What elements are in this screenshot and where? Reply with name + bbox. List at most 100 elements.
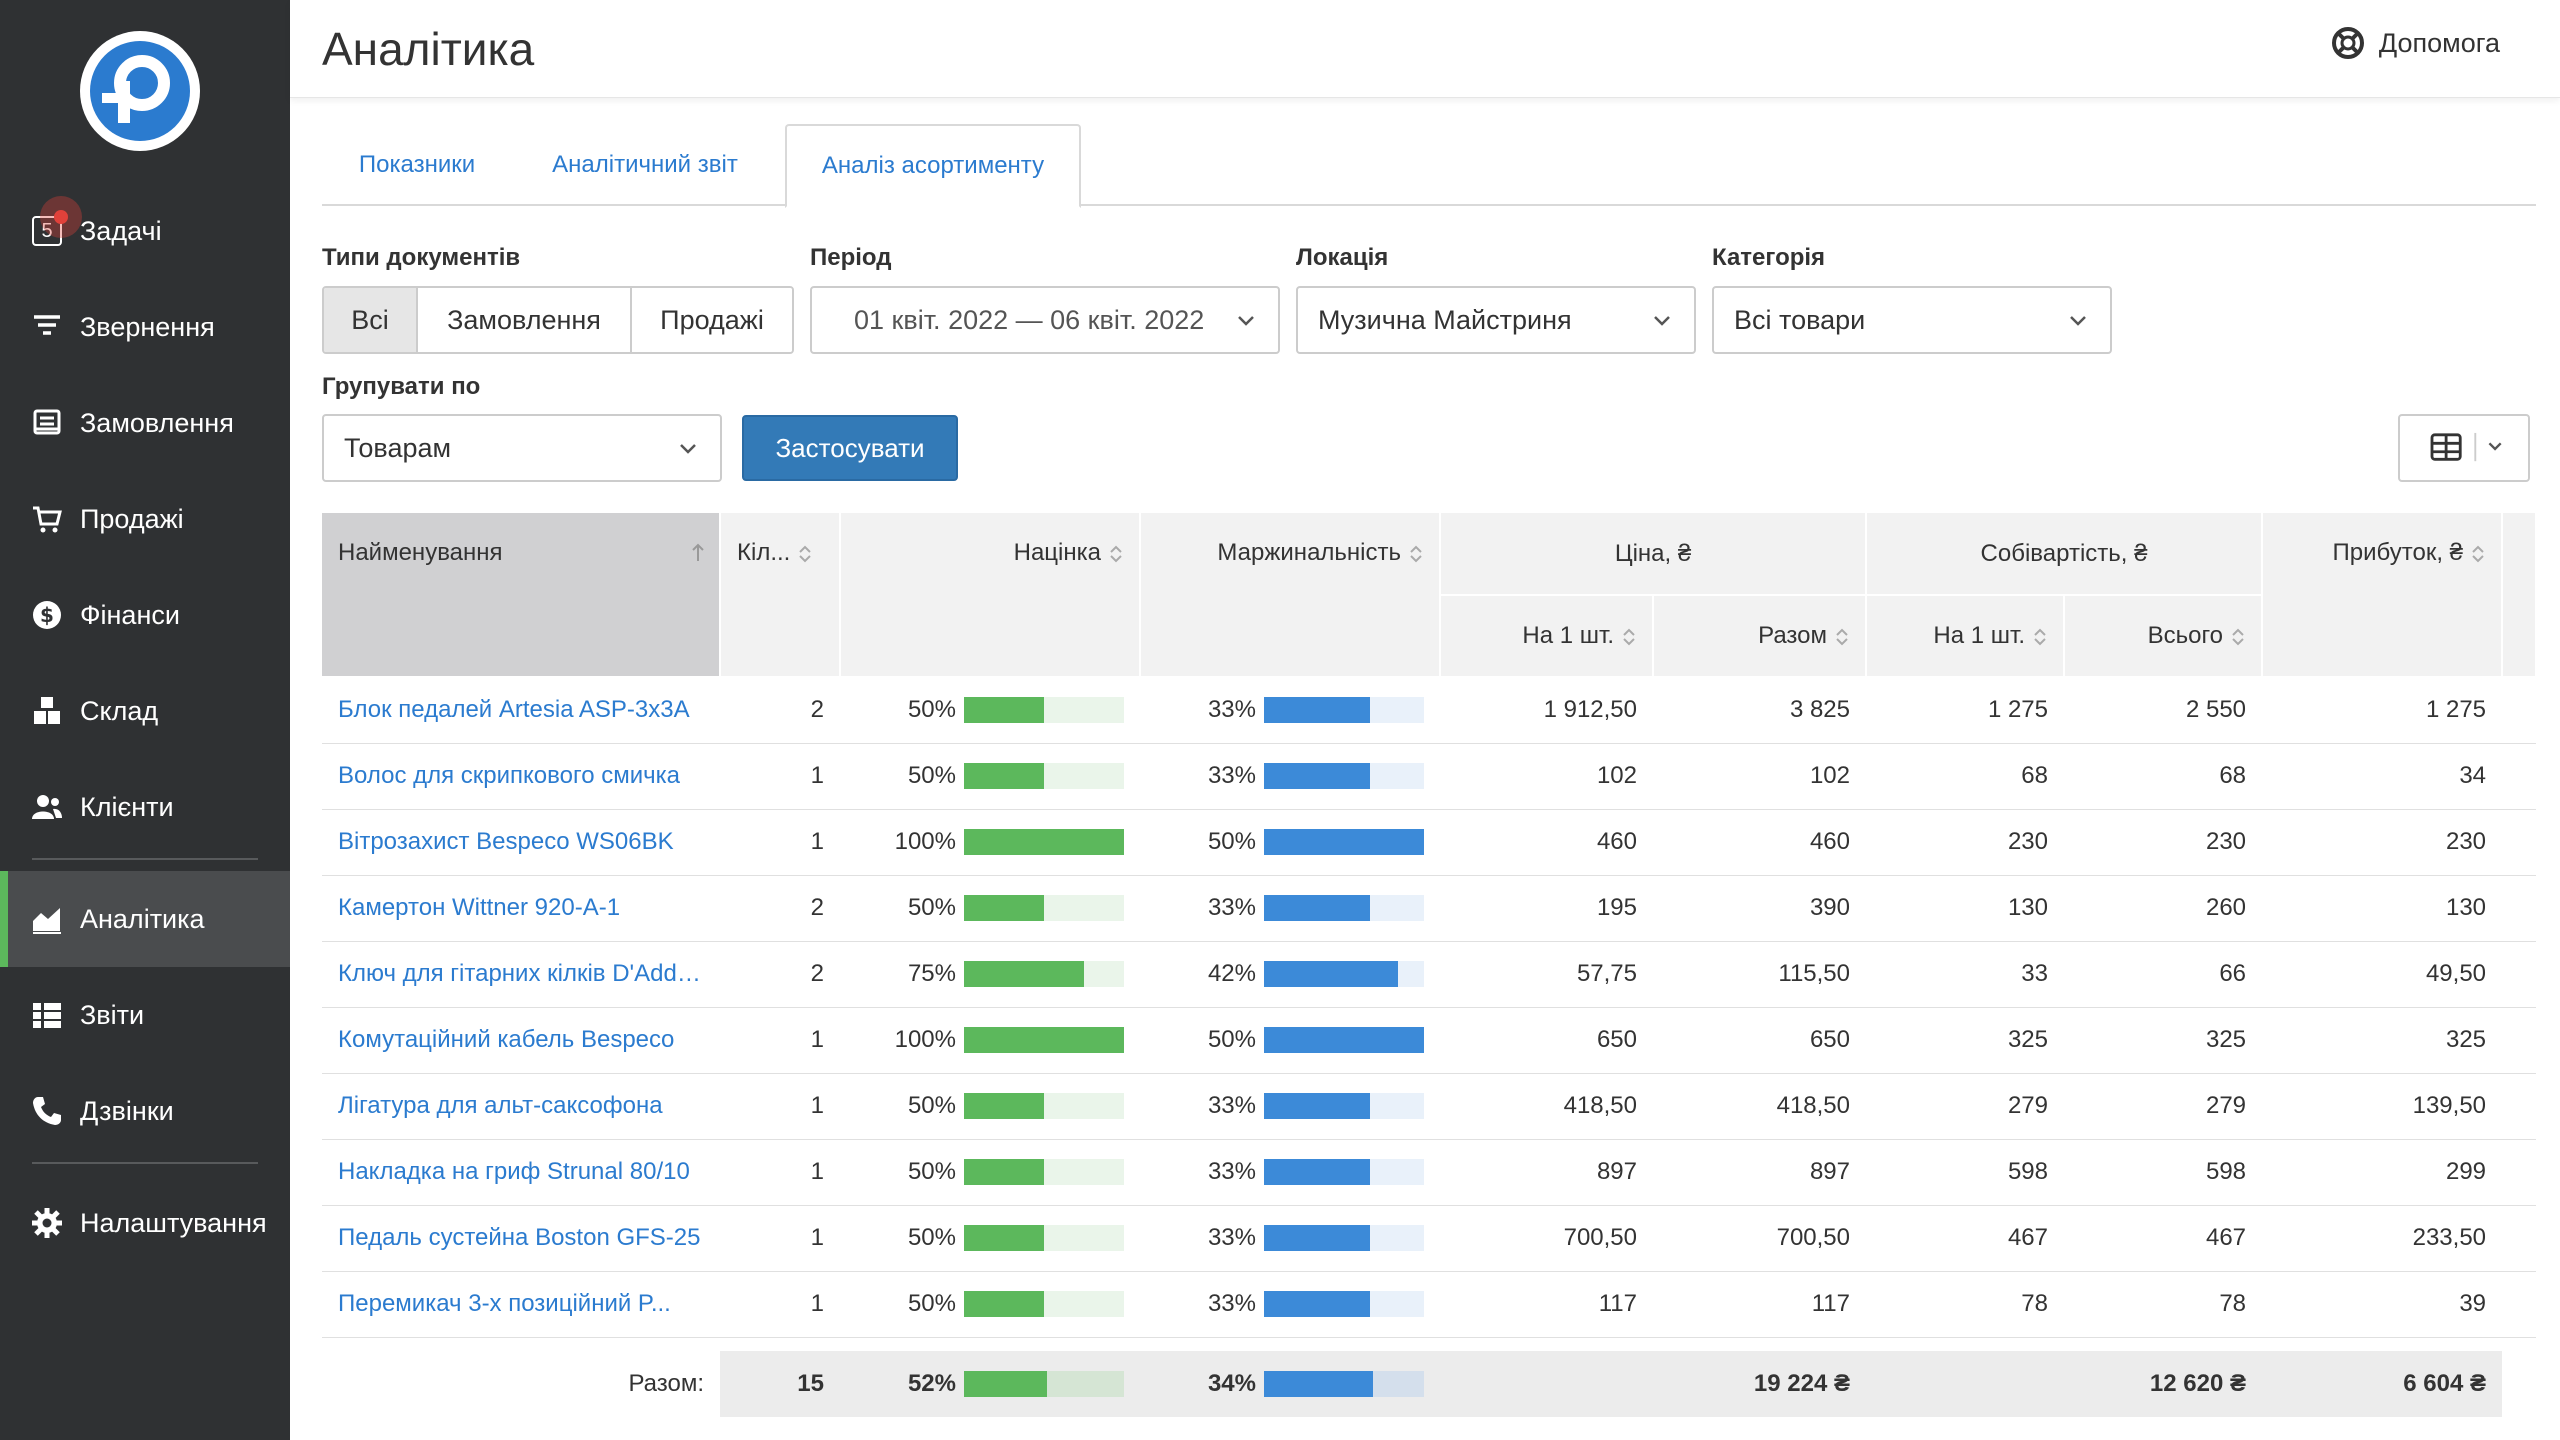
sidebar-item-label: Замовлення (80, 407, 234, 438)
sidebar-item-5[interactable]: Склад (0, 663, 290, 759)
col-price-unit-label: На 1 шт. (1522, 622, 1614, 649)
cell-price-unit: 57,75 (1440, 941, 1653, 1008)
cell-price-total: 897 (1653, 1139, 1866, 1206)
sidebar-item-1[interactable]: Звернення (0, 279, 290, 375)
cell-price-unit: 650 (1440, 1007, 1653, 1074)
cell-name: Блок педалей Artesia ASP-3x3A (322, 677, 720, 744)
cell-cost-total: 325 (2064, 1007, 2263, 1074)
percent-bar-fill (1264, 1225, 1370, 1251)
cell-cost-unit: 230 (1866, 809, 2064, 876)
col-price-total-header[interactable]: Разом (1653, 595, 1867, 678)
filter-icon (30, 310, 64, 344)
cell-qty: 1 (720, 809, 840, 876)
percent-value: 50% (907, 1158, 956, 1185)
location-select[interactable]: Музична Майстриня (1296, 286, 1696, 354)
product-link[interactable]: Педаль сустейна Boston GFS-25 (338, 1224, 701, 1251)
chevron-down-icon (2070, 316, 2086, 326)
cell-spacer (2502, 809, 2537, 876)
percent-value: 33% (1207, 894, 1256, 921)
product-link[interactable]: Ключ для гітарних кілків D'Addario (338, 960, 704, 987)
percent-bar (1264, 829, 1424, 855)
col-markup-header[interactable]: Націнка (840, 513, 1141, 678)
percent-bar-fill (1264, 763, 1370, 789)
cell-cost-total: 66 (2064, 941, 2263, 1008)
percent-bar (964, 1093, 1124, 1119)
sort-icon (1623, 628, 1635, 646)
doc-type-sales-button[interactable]: Продажі (632, 288, 792, 352)
table-row: Камертон Wittner 920-A-1 2 50% 33% 195 390 130… (322, 875, 2537, 942)
totals-profit: 6 604 ₴ (2262, 1351, 2503, 1417)
percent-bar (964, 1159, 1124, 1185)
percent-bar (1264, 697, 1424, 724)
sidebar-item-2[interactable]: Замовлення (0, 375, 290, 471)
product-link[interactable]: Камертон Wittner 920-A-1 (338, 894, 621, 921)
doc-type-orders-button[interactable]: Замовлення (418, 288, 632, 352)
sidebar-item-7[interactable]: Аналітика (0, 871, 290, 967)
percent-bar-fill (1264, 895, 1370, 921)
sidebar-item-9[interactable]: Дзвінки (0, 1063, 290, 1159)
col-qty-header[interactable]: Кіл... (720, 513, 841, 678)
sidebar-item-10[interactable]: Налаштування (0, 1175, 290, 1271)
tab-assortment-analysis[interactable]: Аналіз асортименту (785, 124, 1081, 208)
col-profit-label: Прибуток, ₴ (2332, 539, 2464, 566)
cell-markup: 50% (840, 1073, 1140, 1140)
users-icon (30, 790, 64, 824)
app-logo[interactable] (80, 31, 200, 151)
product-link[interactable]: Перемикач 3-х позиційний P... (338, 1290, 671, 1317)
product-link[interactable]: Волос для скрипкового смичка (338, 762, 681, 789)
sidebar-item-0[interactable]: 5 Задачі (0, 183, 290, 279)
col-price-unit-header[interactable]: На 1 шт. (1440, 595, 1654, 678)
sidebar-item-3[interactable]: Продажі (0, 471, 290, 567)
product-link[interactable]: Вітрозахист Bespeco WS06BK (338, 828, 674, 855)
cell-margin: 50% (1140, 1007, 1440, 1074)
cell-margin: 50% (1140, 809, 1440, 876)
percent-value: 33% (1207, 1092, 1256, 1119)
period-select[interactable]: 01 квіт. 2022 — 06 квіт. 2022 (810, 286, 1280, 354)
cell-profit: 139,50 (2262, 1073, 2503, 1140)
sidebar-item-4[interactable]: $ Фінанси (0, 567, 290, 663)
col-cost-total-header[interactable]: Всього (2064, 595, 2264, 678)
cell-price-unit: 1 912,50 (1440, 677, 1653, 744)
cell-profit: 34 (2262, 743, 2503, 810)
col-profit-header[interactable]: Прибуток, ₴ (2262, 513, 2504, 678)
product-link[interactable]: Лігатура для альт-саксофона (338, 1092, 663, 1119)
product-link[interactable]: Комутаційний кабель Bespeco (338, 1026, 675, 1053)
phone-icon (30, 1094, 64, 1128)
sidebar-item-6[interactable]: Клієнти (0, 759, 290, 855)
percent-bar (964, 1225, 1124, 1251)
cell-price-total: 650 (1653, 1007, 1866, 1074)
sidebar-item-label: Задачі (80, 215, 162, 246)
cell-name: Ключ для гітарних кілків D'Addario (322, 941, 720, 1008)
col-name-header[interactable]: Найменування (322, 513, 721, 678)
doc-type-all-button[interactable]: Всі (324, 288, 418, 352)
product-link[interactable]: Накладка на гриф Strunal 80/10 (338, 1158, 690, 1185)
category-value: Всі товари (1734, 304, 1866, 335)
chevron-down-icon (1238, 316, 1254, 326)
percent-value: 50% (1207, 828, 1256, 855)
location-label: Локація (1296, 244, 1389, 271)
cell-cost-unit: 130 (1866, 875, 2064, 942)
product-link[interactable]: Блок педалей Artesia ASP-3x3A (338, 696, 690, 724)
table-view-toggle[interactable] (2398, 414, 2530, 482)
cell-markup: 50% (840, 677, 1140, 744)
chart-area-icon (30, 902, 64, 936)
cell-cost-unit: 68 (1866, 743, 2064, 810)
col-price-group-header: Ціна, ₴ (1440, 513, 1867, 596)
group-by-select[interactable]: Товарам (322, 414, 722, 482)
cell-cost-total: 78 (2064, 1271, 2263, 1338)
col-margin-header[interactable]: Маржинальність (1140, 513, 1441, 678)
cell-qty: 2 (720, 875, 840, 942)
cell-margin: 42% (1140, 941, 1440, 1008)
col-cost-unit-header[interactable]: На 1 шт. (1866, 595, 2065, 678)
totals-row: Разом: 15 52% 34% 19 224 ₴ 12 620 ₴ 6 604 ₴ (322, 1351, 2537, 1417)
tab-indicators[interactable]: Показники (358, 151, 476, 178)
sidebar-item-8[interactable]: Звіти (0, 967, 290, 1063)
apply-button[interactable]: Застосувати (742, 415, 958, 481)
percent-bar (1264, 1093, 1424, 1119)
cell-price-unit: 117 (1440, 1271, 1653, 1338)
cell-cost-total: 598 (2064, 1139, 2263, 1206)
sort-icon (2472, 545, 2484, 563)
category-select[interactable]: Всі товари (1712, 286, 2112, 354)
help-link[interactable]: Допомога (2331, 26, 2500, 60)
tab-analytic-report[interactable]: Аналітичний звіт (552, 151, 738, 178)
